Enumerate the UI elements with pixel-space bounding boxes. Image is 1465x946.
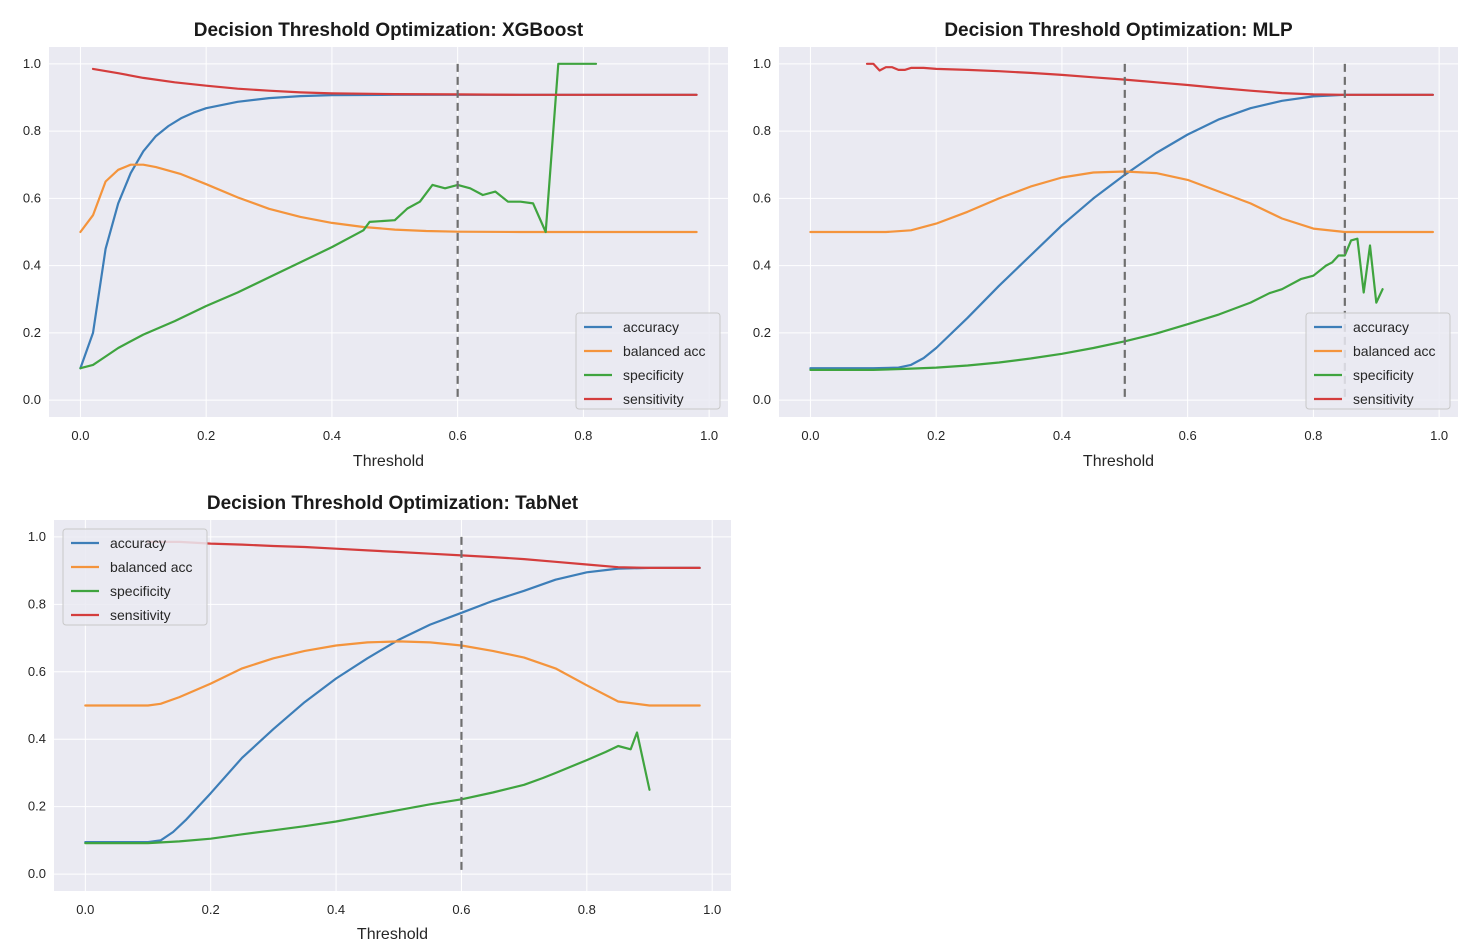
y-tick-label: 1.0 — [28, 529, 46, 544]
legend-label: sensitivity — [1353, 391, 1414, 407]
series-lines — [84, 540, 701, 845]
y-tick-label: 0.4 — [753, 258, 771, 273]
x-axis-label: Threshold — [357, 926, 428, 943]
series-line-accuracy — [84, 566, 701, 844]
x-tick-label: 0.2 — [202, 902, 220, 917]
x-tick-label: 0.8 — [578, 902, 596, 917]
x-axis-label: Threshold — [1083, 453, 1154, 470]
x-tick-label: 0.2 — [197, 428, 215, 443]
x-tick-label: 0.6 — [449, 428, 467, 443]
chart-title: Decision Threshold Optimization: XGBoost — [194, 20, 584, 41]
x-tick-label: 1.0 — [1430, 428, 1448, 443]
y-tick-label: 0.6 — [23, 190, 41, 205]
x-tick-label: 0.2 — [927, 428, 945, 443]
y-tick-label: 0.4 — [28, 731, 46, 746]
y-tick-label: 0.8 — [23, 123, 41, 138]
y-tick-label: 0.8 — [28, 596, 46, 611]
y-tick-label: 0.0 — [23, 392, 41, 407]
x-tick-label: 0.6 — [1179, 428, 1197, 443]
chart-panel-3: 0.0 0.2 0.4 0.6 0.8 1.0 0.0 0.2 0.4 0.6 0.8 1.0 Deci… — [28, 493, 731, 943]
y-tick-label: 0.6 — [28, 664, 46, 679]
chart-title: Decision Threshold Optimization: MLP — [944, 20, 1293, 41]
x-axis-label: Threshold — [353, 453, 424, 470]
legend: accuracy balanced acc specificity sensitivi… — [575, 312, 721, 410]
legend-box — [1305, 312, 1451, 410]
x-tick-label: 1.0 — [700, 428, 718, 443]
series-lines — [79, 62, 698, 370]
x-tick-label: 0.6 — [452, 902, 470, 917]
x-tick-label: 0.4 — [327, 902, 345, 917]
y-tick-label: 0.8 — [753, 123, 771, 138]
y-tick-label: 0.4 — [23, 258, 41, 273]
legend-label: balanced acc — [1353, 343, 1436, 359]
series-line-balanced-acc — [84, 640, 701, 707]
legend-label: specificity — [1353, 367, 1414, 383]
legend-label: balanced acc — [110, 559, 193, 575]
legend-label: accuracy — [110, 535, 166, 551]
legend-label: sensitivity — [110, 607, 171, 623]
series-line-accuracy — [809, 93, 1434, 370]
series-line-balanced-acc — [79, 163, 698, 234]
series-line-sensitivity — [865, 62, 1434, 96]
legend-box — [575, 312, 721, 410]
chart-panel-1: 0.0 0.2 0.4 0.6 0.8 1.0 0.0 0.2 0.4 0.6 0.8 1.0 Deci… — [23, 20, 728, 470]
y-tick-label: 1.0 — [23, 56, 41, 71]
series-line-sensitivity — [146, 540, 701, 569]
legend-box — [62, 528, 208, 626]
legend-label: specificity — [623, 367, 684, 383]
y-tick-label: 0.2 — [28, 799, 46, 814]
y-tick-label: 0.2 — [753, 325, 771, 340]
legend: accuracy balanced acc specificity sensitivi… — [62, 528, 208, 626]
x-tick-label: 0.8 — [574, 428, 592, 443]
legend: accuracy balanced acc specificity sensitivi… — [1305, 312, 1451, 410]
series-line-sensitivity — [91, 67, 698, 96]
legend-label: specificity — [110, 583, 171, 599]
y-tick-label: 1.0 — [753, 56, 771, 71]
y-tick-label: 0.6 — [753, 190, 771, 205]
legend-label: accuracy — [623, 319, 679, 335]
x-tick-label: 0.4 — [1053, 428, 1071, 443]
x-tick-label: 0.8 — [1304, 428, 1322, 443]
chart-title: Decision Threshold Optimization: TabNet — [207, 493, 579, 514]
series-line-specificity — [809, 237, 1384, 371]
y-tick-label: 0.2 — [23, 325, 41, 340]
y-tick-label: 0.0 — [753, 392, 771, 407]
x-tick-label: 0.4 — [323, 428, 341, 443]
x-tick-label: 0.0 — [76, 902, 94, 917]
x-tick-label: 0.0 — [71, 428, 89, 443]
chart-panel-2: 0.0 0.2 0.4 0.6 0.8 1.0 0.0 0.2 0.4 0.6 0.8 1.0 Deci… — [753, 20, 1458, 470]
legend-label: balanced acc — [623, 343, 706, 359]
y-tick-label: 0.0 — [28, 866, 46, 881]
legend-label: accuracy — [1353, 319, 1409, 335]
x-tick-label: 1.0 — [703, 902, 721, 917]
legend-label: sensitivity — [623, 391, 684, 407]
series-line-specificity — [79, 62, 598, 370]
series-line-specificity — [84, 731, 651, 845]
x-tick-label: 0.0 — [801, 428, 819, 443]
